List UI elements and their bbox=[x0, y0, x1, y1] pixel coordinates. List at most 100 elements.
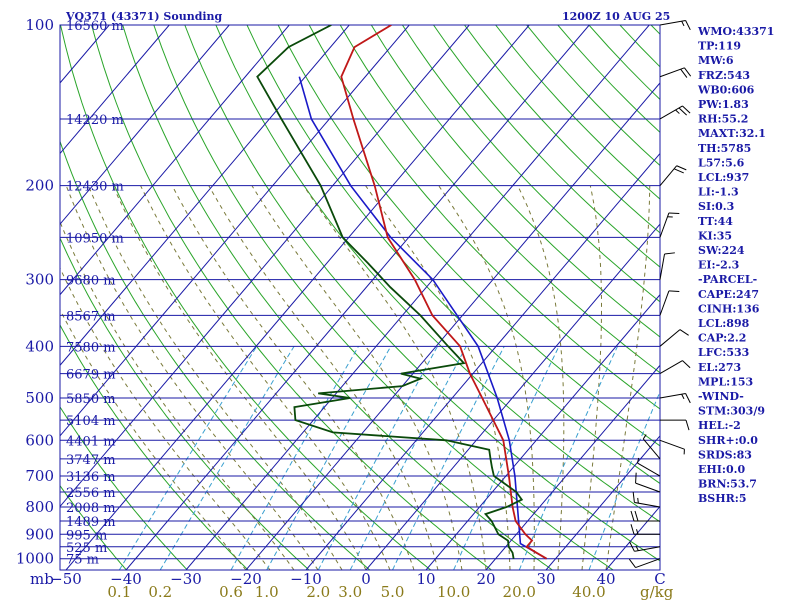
temperature-tick-label: −50 bbox=[50, 570, 82, 588]
height-label: 4401 m bbox=[66, 434, 116, 449]
moist-adiabat-line bbox=[171, 185, 415, 570]
wind-barb bbox=[659, 290, 680, 316]
pressure-tick-label: 500 bbox=[25, 389, 54, 407]
height-label: 5104 m bbox=[66, 414, 116, 429]
moist-adiabat-line bbox=[60, 220, 295, 570]
mixing-ratio-tick-label: 0.6 bbox=[219, 583, 243, 600]
dry-adiabat-line bbox=[215, 25, 660, 523]
chart-title: VQ371 (43371) Sounding bbox=[65, 10, 223, 23]
index-entry: L57:5.6 bbox=[698, 156, 745, 169]
height-label: 8567 m bbox=[66, 309, 116, 324]
temperature-tick-label: 40 bbox=[596, 570, 615, 588]
wind-barb bbox=[659, 19, 691, 31]
moist-adiabat-line bbox=[517, 185, 565, 570]
pressure-tick-label: 700 bbox=[25, 467, 54, 485]
wind-barb bbox=[659, 439, 685, 455]
height-label: 7580 m bbox=[66, 340, 116, 355]
height-label: 9680 m bbox=[66, 274, 116, 289]
isotherm-line bbox=[60, 25, 290, 296]
index-entry: -PARCEL- bbox=[698, 273, 757, 286]
mixing-ratio-line bbox=[159, 346, 295, 570]
moist-adiabats bbox=[60, 185, 651, 570]
wind-barb bbox=[659, 67, 692, 78]
mixing-ratio-tick-label: 0.2 bbox=[148, 583, 172, 600]
height-label: 5850 m bbox=[66, 392, 116, 407]
index-entry: WMO:43371 bbox=[697, 25, 774, 38]
index-entry: CAP:2.2 bbox=[698, 332, 746, 345]
wind-barb bbox=[660, 419, 690, 431]
dry-adiabat-line bbox=[370, 25, 660, 338]
dry-adiabat-line bbox=[60, 323, 249, 570]
dry-adiabat-line bbox=[60, 139, 371, 570]
index-entry: LFC:533 bbox=[698, 346, 749, 359]
profiles bbox=[256, 25, 548, 560]
index-entry: SRDS:83 bbox=[698, 448, 752, 461]
index-entry: HEL:-2 bbox=[698, 419, 741, 432]
height-label: 12430 m bbox=[66, 180, 124, 195]
moist-adiabat-line bbox=[208, 185, 439, 570]
temperature-tick-label: −10 bbox=[290, 570, 322, 588]
temperature-tick-label: −40 bbox=[110, 570, 142, 588]
wind-barb bbox=[630, 510, 660, 522]
isotherms bbox=[60, 25, 660, 570]
isobars bbox=[59, 24, 661, 571]
mixing-ratio-line bbox=[349, 346, 467, 570]
index-entry: SW:224 bbox=[698, 244, 745, 257]
height-label: 1489 m bbox=[66, 515, 116, 530]
height-label: 3747 m bbox=[66, 453, 116, 468]
moist-adiabat-line bbox=[140, 185, 391, 570]
temperature-tick-label: −30 bbox=[170, 570, 202, 588]
wind-barb bbox=[659, 105, 691, 120]
mixing-ratio-line bbox=[392, 346, 505, 570]
wind-barb bbox=[632, 492, 661, 508]
pressure-tick-label: 100 bbox=[25, 16, 54, 34]
mixing-ratio-tick-label: 40.0 bbox=[572, 583, 605, 600]
wind-barb bbox=[628, 558, 661, 569]
dry-adiabat-line bbox=[246, 25, 660, 485]
mixing-ratio-tick-label: 3.0 bbox=[338, 583, 362, 600]
index-entry: KI:35 bbox=[698, 229, 732, 242]
dry-adiabat-line bbox=[277, 25, 660, 447]
dry-adiabat-line bbox=[60, 405, 188, 570]
mb-label: mb bbox=[30, 570, 54, 588]
index-entry: BSHR:5 bbox=[698, 492, 747, 505]
index-entry: TT:44 bbox=[698, 215, 733, 228]
height-label: 3136 m bbox=[66, 470, 116, 485]
temperature-tick-label: 30 bbox=[536, 570, 555, 588]
dry-adiabats bbox=[60, 25, 660, 570]
mixing-ratio-tick-label: 10.0 bbox=[437, 583, 470, 600]
index-entry: MAXT:32.1 bbox=[698, 127, 766, 140]
height-label: 2008 m bbox=[66, 501, 116, 516]
isotherm-line bbox=[305, 152, 660, 570]
wind-barb bbox=[642, 434, 661, 460]
pressure-tick-label: 800 bbox=[25, 498, 54, 516]
isotherm-line bbox=[60, 25, 230, 225]
index-entry: EI:-2.3 bbox=[698, 259, 739, 272]
dry-adiabat-line bbox=[401, 25, 660, 303]
moist-adiabat-line bbox=[251, 185, 463, 570]
moist-adiabat-line bbox=[60, 266, 271, 570]
height-label: 995 m bbox=[66, 528, 107, 543]
wind-barb bbox=[630, 524, 660, 535]
moist-adiabat-line bbox=[303, 185, 487, 570]
pressure-tick-label: 600 bbox=[25, 431, 54, 449]
dry-adiabat-line bbox=[308, 25, 660, 410]
pressure-tick-label: 400 bbox=[25, 337, 54, 355]
isotherm-line bbox=[125, 25, 590, 570]
plot-frame bbox=[59, 24, 661, 571]
index-entry: PW:1.83 bbox=[698, 98, 749, 111]
index-entry: -WIND- bbox=[698, 390, 744, 403]
index-entry: RH:55.2 bbox=[698, 113, 748, 126]
height-label: 16560 m bbox=[66, 19, 124, 34]
dry-adiabat-line bbox=[122, 25, 553, 570]
moist-adiabat-line bbox=[112, 185, 367, 570]
wind-barb bbox=[629, 541, 661, 552]
moist-adiabat-line bbox=[438, 185, 535, 570]
height-label: 75 m bbox=[66, 553, 99, 568]
wind-barb bbox=[659, 329, 689, 347]
dry-adiabat-line bbox=[339, 25, 660, 374]
mixing-ratio-tick-label: 0.1 bbox=[107, 583, 131, 600]
height-label: 14220 m bbox=[66, 113, 124, 128]
